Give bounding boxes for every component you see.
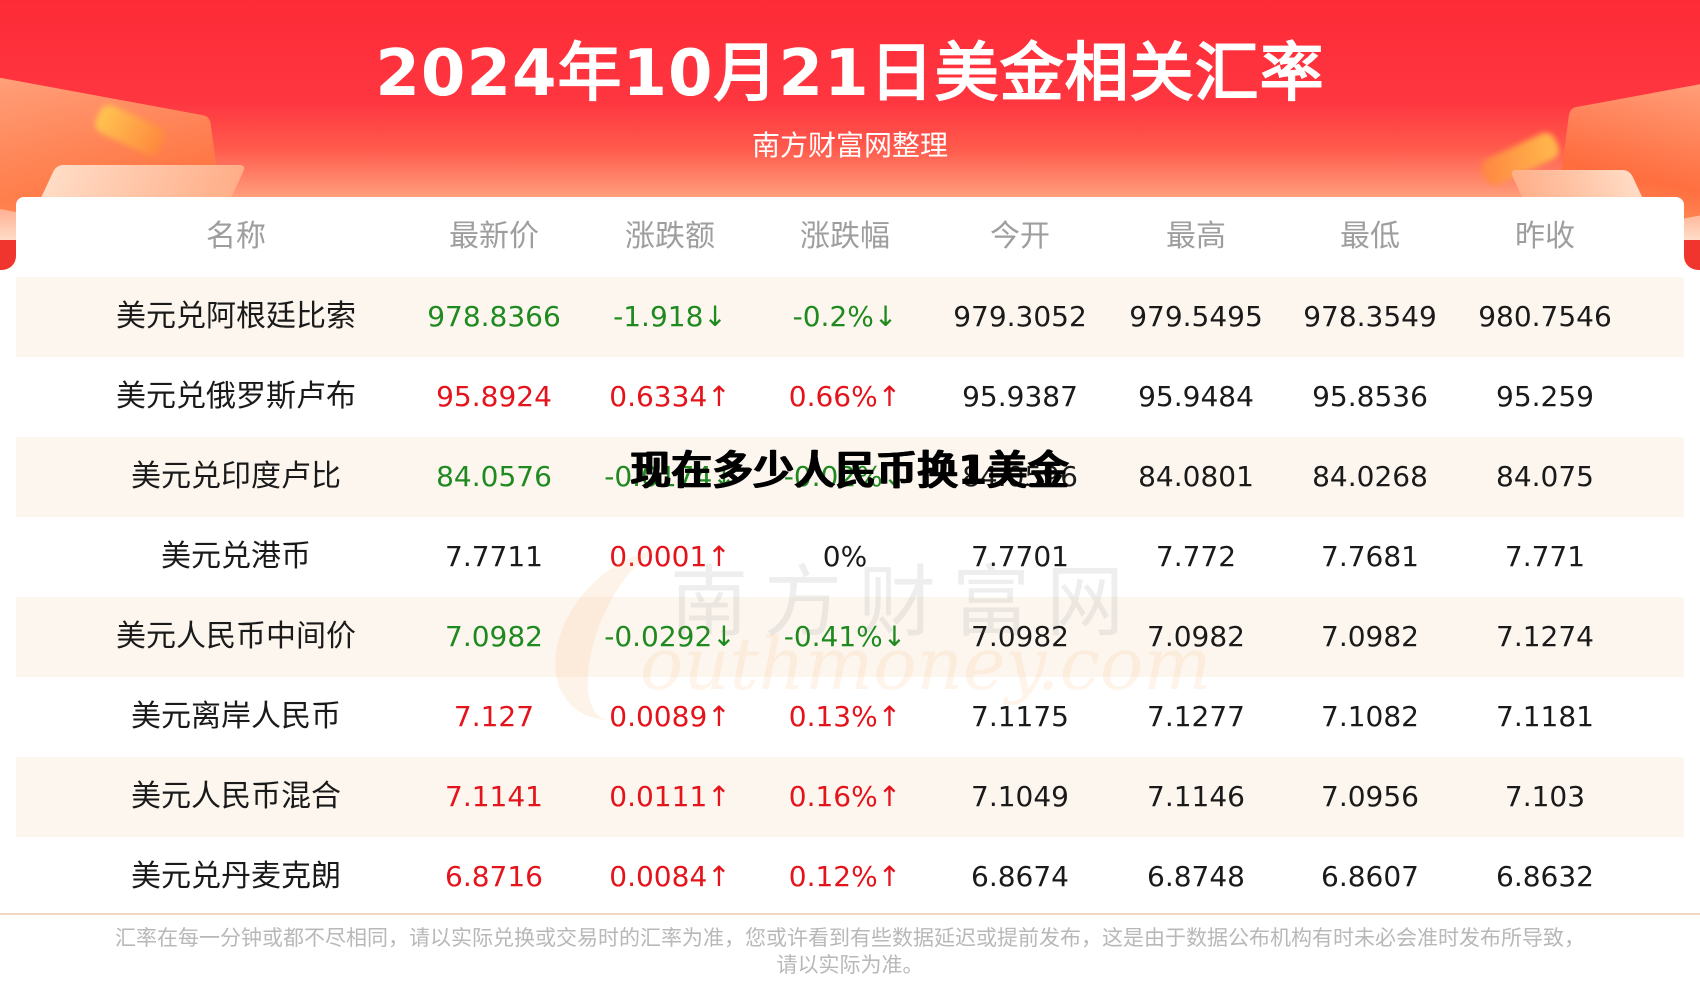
open-price: 7.1175 xyxy=(971,700,1069,733)
table-row: 美元兑丹麦克朗 6.8716 0.0084↑ 0.12%↑ 6.8674 6.8… xyxy=(16,837,1684,917)
open-price: 84.0596 xyxy=(962,460,1078,493)
change-amount: 0.0111↑ xyxy=(609,780,731,813)
open-price: 7.1049 xyxy=(971,780,1069,813)
change-amount: 0.6334↑ xyxy=(609,380,731,413)
footer-divider xyxy=(0,913,1700,915)
currency-pair-name: 美元人民币中间价 xyxy=(116,619,356,654)
currency-pair-name: 美元兑丹麦克朗 xyxy=(131,859,341,894)
change-percent: -0.41%↓ xyxy=(783,620,907,653)
high-price: 84.0801 xyxy=(1138,460,1254,493)
prev-close-price: 7.771 xyxy=(1504,540,1586,573)
low-price: 7.0982 xyxy=(1321,620,1419,653)
high-price: 7.1277 xyxy=(1147,700,1245,733)
table-row: 美元离岸人民币 7.127 0.0089↑ 0.13%↑ 7.1175 7.12… xyxy=(16,677,1684,757)
low-price: 84.0268 xyxy=(1312,460,1428,493)
low-price: 7.7681 xyxy=(1321,540,1419,573)
change-amount: 0.0084↑ xyxy=(609,860,731,893)
prev-close-price: 6.8632 xyxy=(1496,860,1594,893)
column-header-prev-close: 昨收 xyxy=(1515,219,1575,254)
latest-price: 978.8366 xyxy=(427,300,561,333)
latest-price: 7.127 xyxy=(453,700,535,733)
column-header-change-pct: 涨跌幅 xyxy=(800,219,890,254)
change-percent: 0.13%↑ xyxy=(788,700,902,733)
table-row: 美元人民币混合 7.1141 0.0111↑ 0.16%↑ 7.1049 7.1… xyxy=(16,757,1684,837)
prev-close-price: 95.259 xyxy=(1496,380,1594,413)
open-price: 6.8674 xyxy=(971,860,1069,893)
change-percent: 0.66%↑ xyxy=(788,380,902,413)
low-price: 7.0956 xyxy=(1321,780,1419,813)
column-header-open: 今开 xyxy=(990,219,1050,254)
high-price: 979.5495 xyxy=(1129,300,1263,333)
column-header-low: 最低 xyxy=(1340,219,1400,254)
open-price: 7.0982 xyxy=(971,620,1069,653)
table-row: 美元兑印度卢比 84.0576 -0.0174↓ -0.02%↓ 84.0596… xyxy=(16,437,1684,517)
decorative-ribbon-right xyxy=(1684,240,1700,270)
disclaimer-line-2: 请以实际为准。 xyxy=(776,953,924,977)
latest-price: 95.8924 xyxy=(436,380,552,413)
latest-price: 84.0576 xyxy=(436,460,552,493)
low-price: 95.8536 xyxy=(1312,380,1428,413)
currency-pair-name: 美元兑俄罗斯卢布 xyxy=(116,379,356,414)
change-percent: 0.16%↑ xyxy=(788,780,902,813)
high-price: 7.1146 xyxy=(1147,780,1245,813)
latest-price: 7.1141 xyxy=(445,780,543,813)
disclaimer: 汇率在每一分钟或都不尽相同，请以实际兑换或交易时的汇率为准，您或许看到有些数据延… xyxy=(70,925,1630,979)
exchange-rate-table: 名称 最新价 涨跌额 涨跌幅 今开 最高 最低 昨收 美元兑阿根廷比索 978.… xyxy=(16,197,1684,917)
latest-price: 7.7711 xyxy=(445,540,543,573)
prev-close-price: 84.075 xyxy=(1496,460,1594,493)
change-percent: -0.02%↓ xyxy=(783,460,907,493)
change-percent: 0% xyxy=(822,540,868,573)
column-header-high: 最高 xyxy=(1166,219,1226,254)
decorative-ribbon-left xyxy=(0,240,16,270)
high-price: 95.9484 xyxy=(1138,380,1254,413)
prev-close-price: 7.1181 xyxy=(1496,700,1594,733)
disclaimer-line-1: 汇率在每一分钟或都不尽相同，请以实际兑换或交易时的汇率为准，您或许看到有些数据延… xyxy=(115,926,1585,950)
currency-pair-name: 美元兑阿根廷比索 xyxy=(116,299,356,334)
table-row: 美元兑港币 7.7711 0.0001↑ 0% 7.7701 7.772 7.7… xyxy=(16,517,1684,597)
low-price: 978.3549 xyxy=(1303,300,1437,333)
currency-pair-name: 美元人民币混合 xyxy=(131,779,341,814)
change-amount: -0.0292↓ xyxy=(604,620,736,653)
column-header-latest: 最新价 xyxy=(449,219,539,254)
change-amount: -1.918↓ xyxy=(613,300,727,333)
page-title: 2024年10月21日美金相关汇率 xyxy=(375,37,1325,111)
low-price: 6.8607 xyxy=(1321,860,1419,893)
latest-price: 6.8716 xyxy=(445,860,543,893)
prev-close-price: 7.1274 xyxy=(1496,620,1594,653)
prev-close-price: 7.103 xyxy=(1504,780,1586,813)
low-price: 7.1082 xyxy=(1321,700,1419,733)
high-price: 7.0982 xyxy=(1147,620,1245,653)
change-amount: 0.0089↑ xyxy=(609,700,731,733)
high-price: 6.8748 xyxy=(1147,860,1245,893)
currency-pair-name: 美元离岸人民币 xyxy=(131,699,341,734)
change-percent: 0.12%↑ xyxy=(788,860,902,893)
change-amount: -0.0174↓ xyxy=(604,460,736,493)
currency-pair-name: 美元兑印度卢比 xyxy=(131,459,341,494)
open-price: 7.7701 xyxy=(971,540,1069,573)
page-subtitle: 南方财富网整理 xyxy=(751,129,948,162)
high-price: 7.772 xyxy=(1155,540,1237,573)
open-price: 95.9387 xyxy=(962,380,1078,413)
table-header: 名称 最新价 涨跌额 涨跌幅 今开 最高 最低 昨收 xyxy=(16,197,1684,277)
column-header-name: 名称 xyxy=(206,219,266,254)
prev-close-price: 980.7546 xyxy=(1478,300,1612,333)
latest-price: 7.0982 xyxy=(445,620,543,653)
table-row: 美元人民币中间价 7.0982 -0.0292↓ -0.41%↓ 7.0982 … xyxy=(16,597,1684,677)
column-header-change: 涨跌额 xyxy=(625,219,715,254)
change-amount: 0.0001↑ xyxy=(609,540,731,573)
table-row: 美元兑阿根廷比索 978.8366 -1.918↓ -0.2%↓ 979.305… xyxy=(16,277,1684,357)
open-price: 979.3052 xyxy=(953,300,1087,333)
currency-pair-name: 美元兑港币 xyxy=(161,539,311,574)
table-row: 美元兑俄罗斯卢布 95.8924 0.6334↑ 0.66%↑ 95.9387 … xyxy=(16,357,1684,437)
change-percent: -0.2%↓ xyxy=(792,300,898,333)
